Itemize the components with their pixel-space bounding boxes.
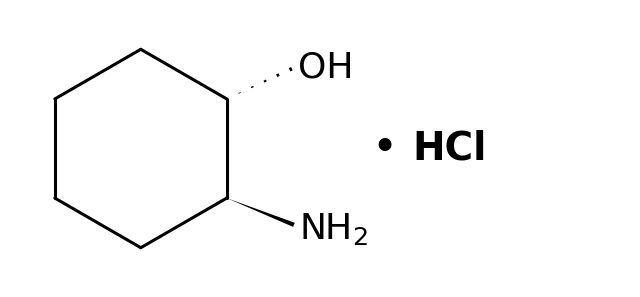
Text: NH$_2$: NH$_2$ (299, 211, 368, 247)
Text: HCl: HCl (413, 129, 487, 168)
Text: •: • (371, 127, 397, 170)
Text: OH: OH (298, 51, 354, 85)
Polygon shape (227, 198, 295, 227)
